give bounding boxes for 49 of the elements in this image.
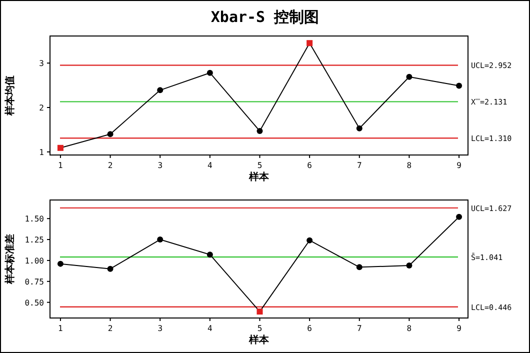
x-tick-label: 3 — [158, 324, 163, 333]
point — [157, 236, 164, 243]
x-tick-label: 3 — [158, 161, 163, 170]
x-tick-label: 4 — [208, 324, 213, 333]
x-tick-label: 8 — [406, 161, 412, 170]
x-tick-label: 5 — [257, 161, 262, 170]
x-tick-label: 2 — [108, 161, 113, 170]
point — [406, 74, 412, 80]
x-tick-label: 9 — [456, 161, 462, 170]
x-tick-label: 7 — [356, 161, 362, 170]
x-axis-title: 样本 — [248, 171, 270, 183]
x-tick-label: 1 — [58, 324, 64, 333]
y-tick-label: 3 — [39, 59, 44, 68]
point — [107, 131, 114, 138]
y-tick-label: 1 — [39, 148, 44, 157]
y-tick-label: 0.75 — [24, 277, 44, 286]
x-tick-label: 2 — [108, 324, 113, 333]
point — [57, 144, 64, 151]
x-tick-label: 6 — [307, 161, 312, 170]
chart-title: Xbar-S 控制图 — [210, 8, 320, 26]
y-tick-label: 1.50 — [24, 214, 44, 224]
point — [306, 40, 313, 46]
point — [107, 266, 114, 272]
point — [456, 214, 462, 220]
point — [356, 264, 362, 270]
point — [356, 125, 362, 132]
point — [406, 262, 412, 268]
point — [206, 70, 213, 76]
point — [256, 308, 263, 315]
point — [157, 87, 164, 94]
x-tick-label: 5 — [257, 324, 262, 333]
y-axis-title: 样本标准差 — [4, 234, 16, 285]
y-tick-label: 2 — [39, 103, 44, 112]
y-tick-label: 1.00 — [24, 256, 44, 266]
x-tick-label: 9 — [456, 324, 462, 333]
y-tick-label: 1.25 — [24, 236, 44, 245]
x-tick-label: 4 — [208, 161, 213, 170]
x-tick-label: 7 — [356, 324, 362, 333]
x-tick-label: 6 — [307, 324, 312, 333]
x-tick-label: 1 — [58, 161, 64, 170]
y-tick-label: 0.50 — [24, 298, 44, 308]
point — [57, 260, 64, 267]
point — [206, 252, 213, 258]
x-tick-label: 8 — [406, 324, 412, 333]
point — [456, 82, 462, 89]
point — [256, 128, 263, 134]
x-axis-title: 样本 — [248, 334, 270, 346]
point — [306, 237, 313, 244]
y-axis-title: 样本均值 — [4, 76, 16, 116]
